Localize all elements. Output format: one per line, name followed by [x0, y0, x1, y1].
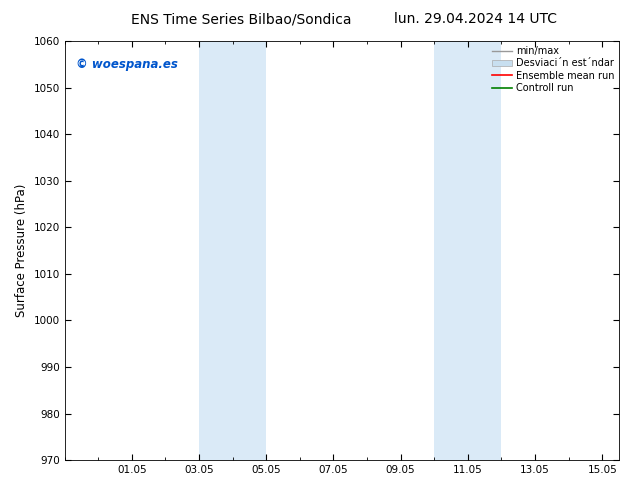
Bar — [468, 41, 501, 460]
Text: lun. 29.04.2024 14 UTC: lun. 29.04.2024 14 UTC — [394, 12, 557, 26]
Bar — [199, 41, 233, 460]
Y-axis label: Surface Pressure (hPa): Surface Pressure (hPa) — [15, 184, 28, 318]
Text: © woespana.es: © woespana.es — [75, 58, 178, 71]
Legend: min/max, Desviaci´n est´ndar, Ensemble mean run, Controll run: min/max, Desviaci´n est´ndar, Ensemble m… — [490, 44, 616, 95]
Text: ENS Time Series Bilbao/Sondica: ENS Time Series Bilbao/Sondica — [131, 12, 351, 26]
Bar — [434, 41, 468, 460]
Bar — [233, 41, 266, 460]
